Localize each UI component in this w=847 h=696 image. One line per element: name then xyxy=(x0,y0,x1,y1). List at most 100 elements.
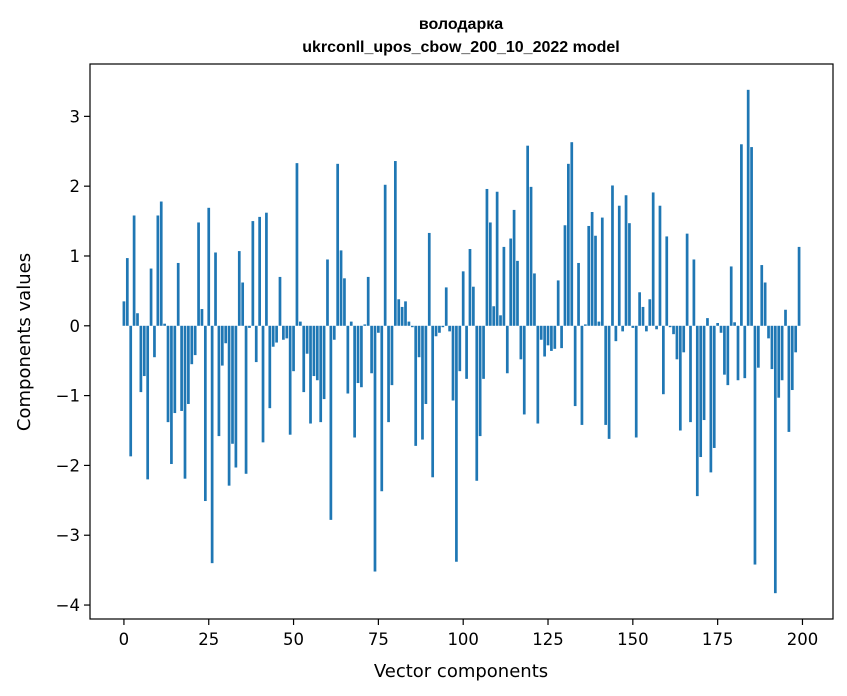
bar xyxy=(543,325,546,357)
bar xyxy=(706,318,709,326)
bar xyxy=(180,325,183,411)
bar xyxy=(156,215,160,326)
bar xyxy=(237,251,241,326)
bar xyxy=(475,325,479,481)
bar xyxy=(638,292,641,326)
bar xyxy=(404,301,407,326)
bar xyxy=(607,325,611,439)
bar xyxy=(678,325,682,431)
bar xyxy=(254,325,258,363)
bar xyxy=(590,212,594,326)
bar xyxy=(736,325,740,381)
bar xyxy=(587,225,591,326)
bar xyxy=(767,325,770,339)
bar xyxy=(339,250,343,326)
bar xyxy=(197,222,200,326)
bar xyxy=(217,325,221,437)
bar xyxy=(733,322,736,326)
bar xyxy=(427,232,431,326)
bar xyxy=(187,325,190,404)
bar xyxy=(790,325,794,391)
bar xyxy=(570,142,574,326)
bar xyxy=(227,325,231,486)
bar xyxy=(129,325,133,457)
bar xyxy=(641,306,645,326)
bar xyxy=(621,325,625,332)
bar xyxy=(326,259,329,326)
bar xyxy=(726,325,730,386)
plot-frame xyxy=(89,63,834,620)
bar xyxy=(458,325,462,372)
bar xyxy=(343,278,346,326)
bar xyxy=(709,325,713,473)
bar xyxy=(763,282,767,326)
bar xyxy=(716,323,719,326)
bar xyxy=(444,287,448,326)
bar xyxy=(516,260,519,326)
bar xyxy=(536,325,540,424)
x-tick-label: 25 xyxy=(198,630,219,649)
bar xyxy=(770,325,774,370)
bar xyxy=(567,163,570,326)
bar xyxy=(441,325,445,328)
bar xyxy=(387,325,390,423)
bar xyxy=(397,299,401,326)
bar xyxy=(142,325,146,377)
bar xyxy=(417,325,421,358)
bar xyxy=(360,325,363,388)
bar xyxy=(597,321,601,326)
bar xyxy=(282,325,285,340)
bar xyxy=(298,321,302,326)
chart-title: володарка xyxy=(419,16,503,33)
bar xyxy=(631,325,635,328)
bar xyxy=(509,238,513,326)
bar xyxy=(529,186,533,326)
bar xyxy=(434,325,438,337)
bar xyxy=(797,246,801,326)
bar xyxy=(675,325,679,360)
bar xyxy=(159,201,163,326)
y-tick-label: −2 xyxy=(56,456,80,475)
bar xyxy=(546,325,550,346)
bar xyxy=(203,325,207,502)
x-tick-label: 50 xyxy=(283,630,304,649)
bar xyxy=(455,325,458,562)
bar xyxy=(594,235,597,326)
bar xyxy=(271,325,275,347)
x-tick-label: 75 xyxy=(368,630,389,649)
bar xyxy=(488,222,492,326)
bar xyxy=(220,325,224,366)
bar xyxy=(556,280,560,326)
bar xyxy=(332,325,336,340)
bar xyxy=(349,321,353,326)
bar xyxy=(522,325,526,415)
bar xyxy=(210,325,214,564)
bar xyxy=(560,325,563,349)
bar xyxy=(224,325,228,344)
bar xyxy=(302,325,306,393)
bar xyxy=(183,325,187,479)
bar xyxy=(492,306,496,326)
bar xyxy=(580,325,584,425)
bar xyxy=(665,236,669,326)
bar xyxy=(132,215,136,326)
bar xyxy=(743,325,747,379)
bar xyxy=(461,271,465,326)
bar xyxy=(305,325,309,354)
bar xyxy=(478,325,482,437)
x-tick-label: 125 xyxy=(532,630,564,649)
bar xyxy=(583,324,587,326)
bar xyxy=(346,325,350,394)
bar xyxy=(668,325,672,328)
bar xyxy=(431,325,435,478)
bar xyxy=(773,325,777,594)
bar xyxy=(234,325,238,468)
bar xyxy=(624,195,628,326)
bar xyxy=(617,205,621,326)
bar xyxy=(329,325,333,520)
y-tick-label: −1 xyxy=(56,387,80,406)
bar xyxy=(241,282,245,326)
bar xyxy=(465,325,468,379)
bar xyxy=(309,325,312,424)
bar xyxy=(149,268,153,326)
